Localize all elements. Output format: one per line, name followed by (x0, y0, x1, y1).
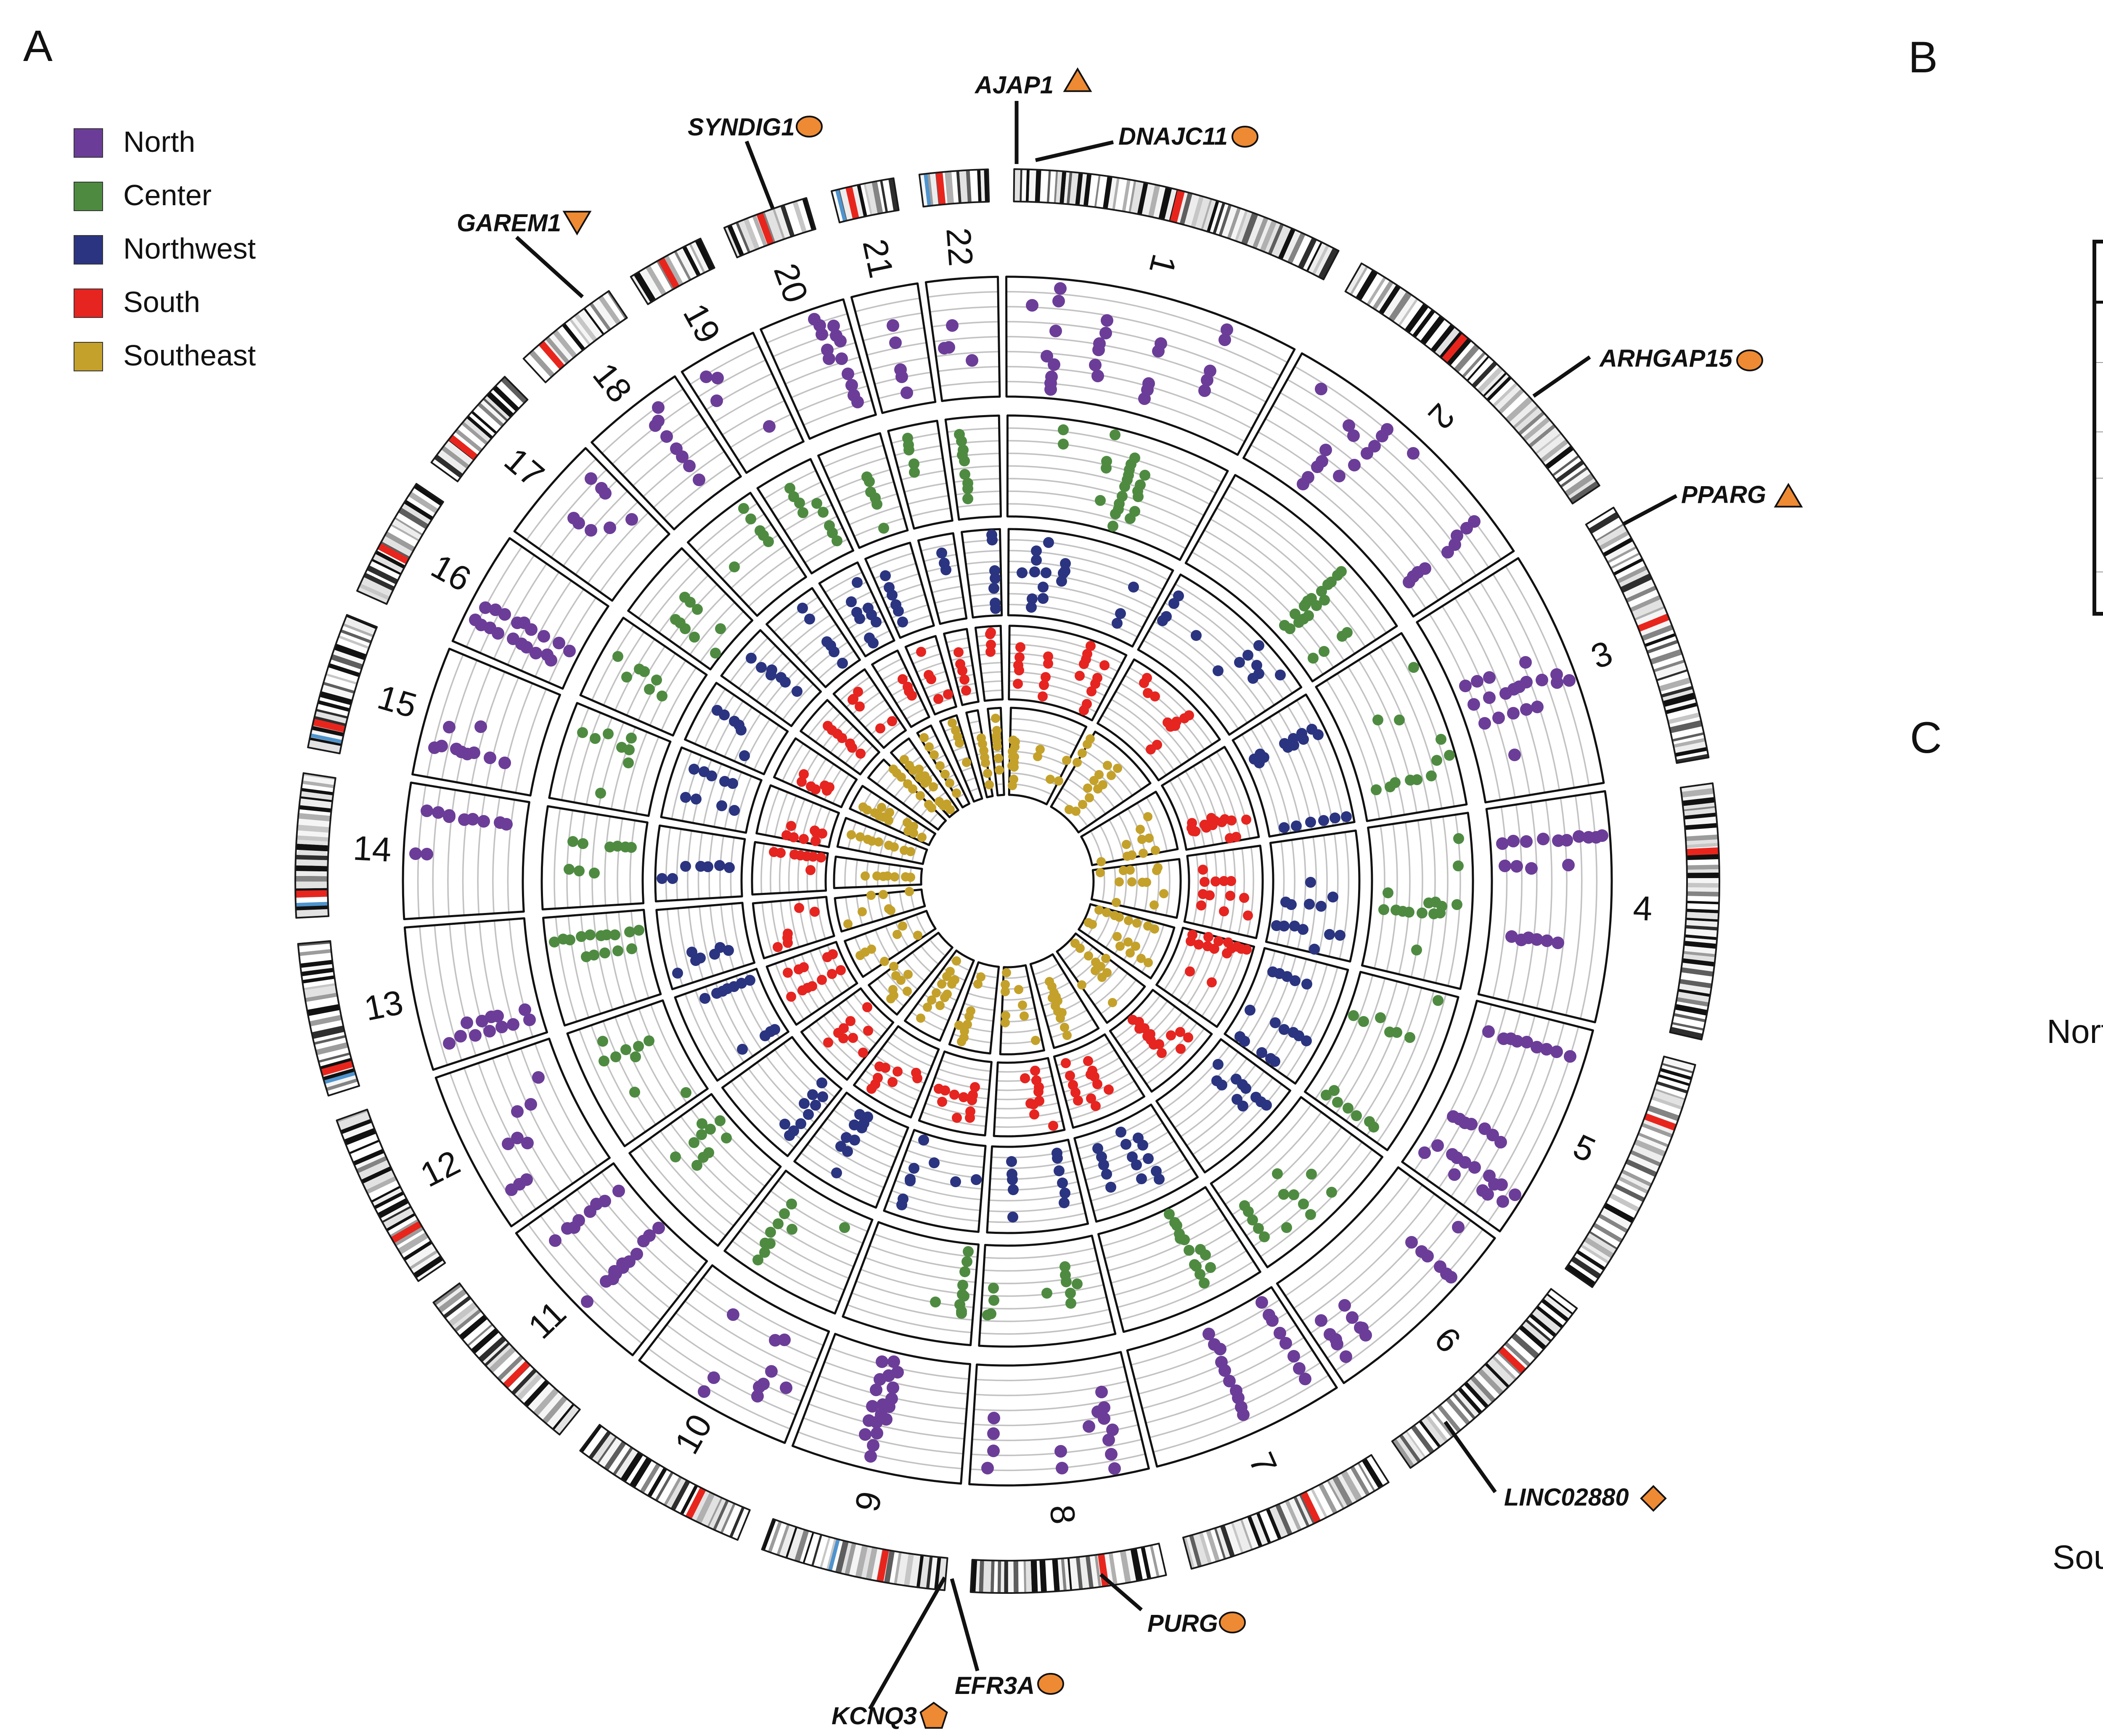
svg-text:Northwest: Northwest (123, 232, 256, 265)
svg-text:14: 14 (352, 829, 392, 869)
svg-text:21: 21 (855, 236, 901, 281)
svg-text:GAREM1: GAREM1 (457, 209, 561, 237)
svg-text:B: B (1908, 33, 1938, 82)
svg-text:South: South (123, 286, 200, 318)
svg-text:ARHGAP15: ARHGAP15 (1599, 345, 1733, 372)
svg-text:EFR3A: EFR3A (955, 1672, 1035, 1699)
svg-text:4: 4 (1632, 889, 1653, 928)
svg-text:LINC02880: LINC02880 (1504, 1484, 1629, 1511)
svg-text:North: North (2047, 1013, 2103, 1050)
svg-text:PURG: PURG (1147, 1610, 1218, 1637)
svg-text:Southeast: Southeast (2053, 1538, 2103, 1576)
svg-text:8: 8 (1043, 1503, 1083, 1526)
svg-text:DNAJC11: DNAJC11 (1118, 123, 1228, 150)
svg-text:North: North (123, 125, 195, 158)
svg-text:SYNDIG1: SYNDIG1 (688, 114, 795, 141)
svg-text:AJAP1: AJAP1 (974, 71, 1054, 99)
svg-text:22: 22 (939, 226, 980, 267)
svg-text:13: 13 (361, 983, 406, 1028)
svg-text:A: A (23, 21, 53, 71)
svg-text:Southeast: Southeast (123, 339, 256, 372)
svg-text:C: C (1910, 713, 1942, 762)
svg-text:Center: Center (123, 179, 212, 212)
svg-text:PPARG: PPARG (1681, 481, 1766, 508)
svg-text:KCNQ3: KCNQ3 (832, 1702, 917, 1730)
